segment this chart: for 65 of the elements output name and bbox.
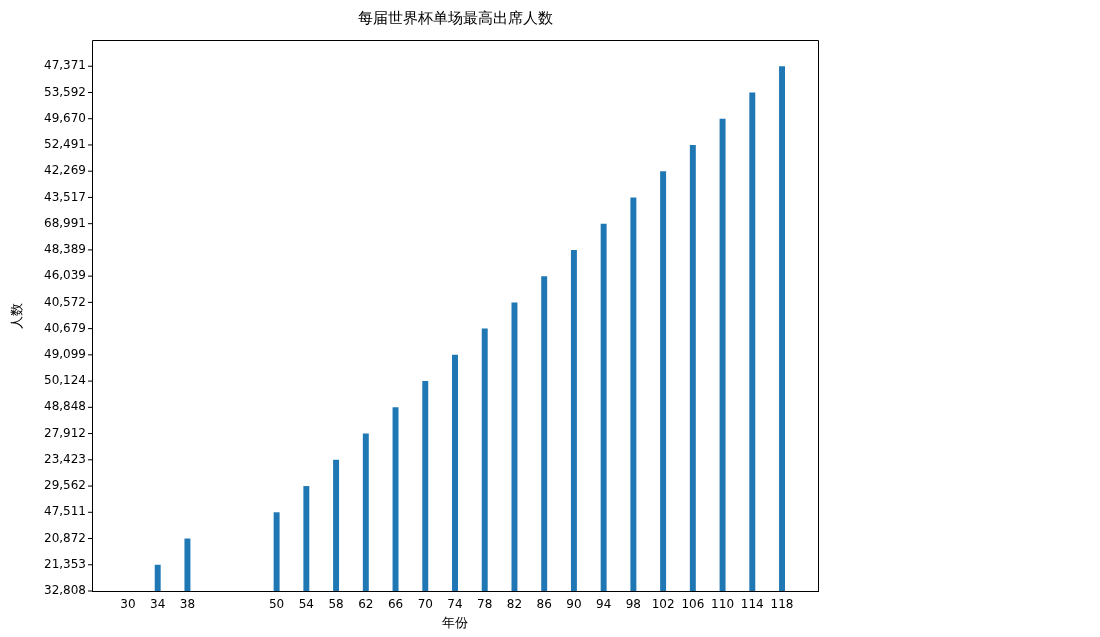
x-tick-label: 118: [770, 597, 794, 612]
bar: [600, 223, 607, 591]
text: 21,353: [44, 556, 86, 571]
x-tick-label: 30: [120, 597, 136, 612]
x-tick-label: 110: [711, 597, 735, 612]
text: 49,099: [44, 346, 86, 361]
text: 53,592: [44, 84, 86, 99]
x-tick-label: 114: [740, 597, 764, 612]
x-tick-label: 70: [417, 597, 433, 612]
bar: [392, 407, 399, 591]
text: 47,371: [44, 58, 86, 73]
text: 29,562: [44, 478, 86, 493]
x-tick-label: 98: [625, 597, 642, 612]
bar: [184, 538, 191, 591]
bar: [452, 354, 458, 591]
bar: [511, 302, 518, 591]
y-axis-title: 人数: [9, 302, 25, 329]
text: 40,679: [44, 320, 86, 335]
text: 43,517: [44, 189, 86, 204]
bar: [362, 433, 369, 591]
bar: [660, 171, 667, 591]
x-axis-title: 年份: [442, 614, 468, 630]
x-tick-label: 54: [298, 597, 314, 612]
x-tick-label: 106: [681, 597, 705, 612]
text: 20,872: [44, 530, 86, 545]
text: 68,991: [44, 215, 86, 230]
x-tick-label: 58: [328, 597, 344, 612]
bar: [303, 486, 310, 591]
text: 47,511: [44, 504, 86, 519]
bar: [422, 381, 429, 591]
bar: [749, 92, 756, 591]
text: 46,039: [44, 268, 86, 283]
x-tick-label: 86: [536, 597, 552, 612]
text: 23,423: [44, 451, 86, 466]
text: 50,124: [44, 373, 86, 388]
x-tick-label: 38: [179, 597, 196, 612]
bar: [273, 512, 280, 591]
bar: [719, 118, 726, 591]
x-tick-label: 90: [566, 597, 582, 612]
text: 42,269: [44, 163, 86, 178]
text: 48,389: [44, 242, 86, 257]
text: 27,912: [44, 425, 86, 440]
x-tick-label: 50: [268, 597, 285, 612]
x-tick-label: 82: [506, 597, 523, 612]
text: 32,808: [44, 583, 86, 598]
chart-title: 每届世界杯单场最高出席人数: [357, 8, 553, 27]
text: 40,572: [44, 294, 86, 309]
x-tick-label: 78: [477, 597, 493, 612]
bar: [481, 328, 488, 591]
text: 49,670: [44, 110, 86, 125]
x-tick-label: 94: [596, 597, 612, 612]
bar: [541, 276, 548, 591]
bar: [779, 66, 785, 591]
bar: [689, 144, 696, 591]
x-tick-label: 62: [358, 597, 374, 612]
x-tick-label: 66: [387, 597, 404, 612]
x-tick-label: 74: [447, 597, 463, 612]
bar: [630, 197, 637, 591]
x-tick-label: 34: [150, 597, 166, 612]
bar: [570, 249, 577, 591]
text: 52,491: [44, 137, 86, 152]
text: 48,848: [44, 399, 86, 414]
x-tick-label: 102: [651, 597, 675, 612]
bar: [154, 564, 161, 591]
bar: [333, 459, 340, 591]
